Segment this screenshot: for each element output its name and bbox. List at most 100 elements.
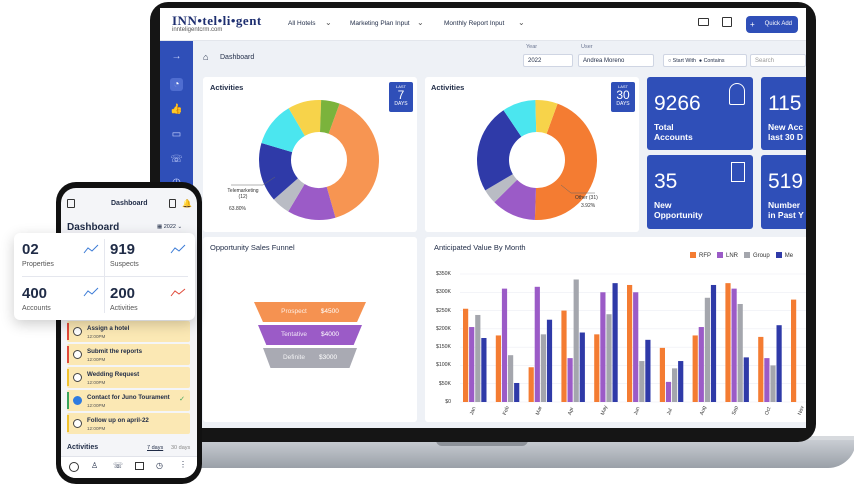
home-icon[interactable]: ⌂ — [203, 52, 209, 62]
tab-card-icon[interactable] — [135, 462, 144, 470]
quick-add-button[interactable]: Quick Add — [746, 16, 798, 33]
callout-value: 3.92% — [581, 203, 596, 209]
task-checkbox[interactable] — [73, 396, 82, 405]
menu-monthly-report[interactable]: Monthly Report Input — [444, 20, 505, 27]
arrow-right-icon[interactable]: → — [171, 51, 182, 62]
dashboard-icon[interactable]: ◔ — [170, 78, 183, 91]
task-checkbox[interactable] — [73, 419, 82, 428]
legend-label: Group — [753, 253, 770, 259]
phone-activities-label: Activities — [67, 444, 99, 451]
trend-up-icon — [83, 244, 99, 254]
legend-item[interactable]: Group — [744, 252, 770, 259]
phone-year-select[interactable]: ▦ 2022 ⌄ — [157, 224, 183, 230]
legend-item[interactable]: Me — [775, 252, 793, 259]
badge-top: LAST — [617, 84, 628, 89]
menu-all-hotels[interactable]: All Hotels — [288, 20, 316, 27]
task-checkbox[interactable] — [73, 327, 82, 336]
bar-lnr — [469, 327, 475, 402]
metric-number: 919 — [110, 241, 136, 258]
mail-icon[interactable] — [698, 18, 709, 26]
task-item[interactable]: Contact for Juno Tourament 12:00PM ✓ — [67, 390, 190, 411]
stat-line1: New Acc — [768, 122, 804, 132]
bar-lnr — [534, 286, 540, 402]
funnel-stage[interactable]: Definite $3000 — [263, 348, 357, 368]
contains-option[interactable]: Contains — [703, 58, 725, 64]
stat-number: 519 — [768, 170, 804, 193]
y-tick-label: $200K — [435, 325, 451, 332]
hotel-icon[interactable] — [67, 199, 75, 208]
logo[interactable]: INN•tel•li•gent — [172, 13, 262, 28]
stat-line2: in Past Y — [768, 210, 804, 220]
task-priority-bar — [67, 415, 69, 432]
task-title: Follow up on april-22 — [87, 417, 149, 424]
funnel-stage-label: Tentative — [280, 331, 307, 338]
bar-group — [639, 361, 645, 402]
legend-item[interactable]: RFP — [690, 252, 711, 259]
metric-number: 200 — [110, 285, 136, 302]
bar-me — [514, 382, 520, 402]
metric-number: 02 — [22, 241, 39, 258]
calendar-icon[interactable] — [722, 17, 732, 27]
check-icon: ✓ — [179, 396, 185, 403]
range-7-days[interactable]: 7 days — [147, 445, 164, 451]
callout-label: Telemarketing (12) — [227, 188, 259, 200]
logo-url: innteligentcrm.com — [172, 27, 223, 33]
activities-card-30: Activities LAST 30 DAYS Other (31) 3.92% — [425, 77, 639, 232]
year-select[interactable]: 2022 — [523, 54, 573, 67]
stat-line2: Opportunity — [654, 210, 703, 220]
bar-me — [743, 357, 749, 402]
funnel-stage[interactable]: Prospect $4500 — [254, 302, 366, 322]
card-icon[interactable]: ▭ — [171, 129, 182, 140]
legend-item[interactable]: LNR — [717, 252, 738, 259]
funnel-stage-value: $3000 — [318, 354, 338, 361]
stat-number-past-year[interactable]: 519 Number in Past Y — [761, 155, 806, 229]
search-input[interactable]: Search — [750, 54, 806, 67]
last-7-days-badge[interactable]: LAST 7 DAYS — [389, 82, 413, 112]
task-checkbox[interactable] — [73, 350, 82, 359]
donut-slice — [259, 143, 298, 200]
y-tick-label: $0 — [445, 399, 451, 405]
task-item[interactable]: Assign a hotel 12:00PM — [67, 321, 190, 342]
badge-unit: DAYS — [616, 101, 630, 107]
tab-users-icon[interactable]: ♙ — [91, 461, 99, 470]
app-screen: INN•tel•li•gent innteligentcrm.com All H… — [160, 8, 806, 428]
stat-total-accounts[interactable]: 9266 Total Accounts — [647, 77, 753, 150]
funnel-stage[interactable]: Tentative $4000 — [258, 325, 362, 345]
tab-more-icon[interactable]: ⋮ — [179, 460, 187, 469]
bar-group — [540, 334, 546, 402]
last-30-days-badge[interactable]: LAST 30 DAYS — [611, 82, 635, 112]
tab-phone-icon[interactable]: ☏ — [113, 461, 124, 470]
donut-slice — [485, 174, 518, 203]
clipboard-icon[interactable] — [169, 199, 176, 208]
task-priority-bar — [67, 392, 69, 409]
task-checkbox[interactable] — [73, 373, 82, 382]
bell-icon[interactable]: 🔔 — [182, 199, 192, 208]
stat-new-accounts[interactable]: 115 New Acc last 30 D — [761, 77, 806, 150]
starts-with-option[interactable]: Start With — [672, 58, 696, 64]
trend-down-icon — [170, 288, 186, 297]
user-select[interactable]: Andrea Moreno — [578, 54, 654, 67]
search-mode[interactable]: ○ Start With ● Contains — [663, 54, 747, 67]
task-item[interactable]: Follow up on april-22 12:00PM — [67, 413, 190, 434]
legend-swatch — [775, 252, 782, 258]
tab-clock-icon[interactable]: ◷ — [156, 461, 163, 470]
task-item[interactable]: Submit the reports 12:00PM — [67, 344, 190, 365]
task-item[interactable]: Wedding Request 12:00PM — [67, 367, 190, 388]
task-priority-bar — [67, 369, 69, 386]
stat-number: 35 — [654, 170, 678, 193]
chevron-down-icon: ⌄ — [518, 18, 525, 27]
donut-slice — [535, 100, 558, 134]
chevron-down-icon: ⌄ — [325, 18, 332, 27]
card-title: Activities — [210, 83, 244, 92]
breadcrumb[interactable]: Dashboard — [220, 54, 255, 61]
legend-swatch — [717, 252, 723, 258]
menu-marketing-plan[interactable]: Marketing Plan Input — [350, 20, 410, 27]
bar-me — [645, 339, 651, 402]
stat-new-opportunity[interactable]: 35 New Opportunity — [647, 155, 753, 229]
phone-icon[interactable]: ☏ — [170, 154, 183, 165]
task-title: Contact for Juno Tourament — [87, 394, 170, 401]
range-30-days[interactable]: 30 days — [171, 445, 191, 451]
tab-dashboard-icon[interactable] — [69, 462, 79, 472]
thumbs-up-icon[interactable]: 👍 — [170, 104, 183, 115]
y-tick-label: $300K — [435, 289, 451, 296]
